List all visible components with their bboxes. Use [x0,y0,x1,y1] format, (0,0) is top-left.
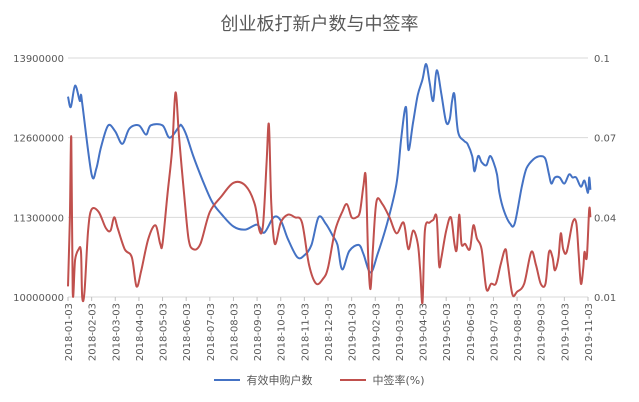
x-tick-label: 2018-03-03 [111,303,122,361]
legend-label-accounts: 有效申购户数 [246,374,313,387]
x-tick-label: 2019-08-03 [513,303,524,361]
chart-title: 创业板打新户数与中签率 [220,14,419,35]
x-tick-label: 2019-11-03 [584,303,595,361]
x-tick-label: 2018-05-03 [159,303,170,361]
series-line-accounts [67,63,592,274]
x-tick-label: 2018-11-03 [300,303,311,361]
series-line-rate [67,91,592,305]
x-tick-label: 2019-07-03 [489,303,500,361]
x-tick-label: 2018-09-03 [253,303,264,361]
y-left-tick-label: 11300000 [13,213,64,224]
x-tick-label: 2018-08-03 [229,303,240,361]
x-tick-label: 2019-04-03 [419,303,430,361]
x-tick-label: 2019-05-03 [442,303,453,361]
legend-label-rate: 中签率(%) [372,374,425,387]
y-right-tick-label: 0.1 [594,54,610,65]
x-tick-label: 2019-03-03 [395,303,406,361]
x-tick-label: 2018-10-03 [277,303,288,361]
y-right-tick-label: 0.04 [594,213,616,224]
legend-item-accounts: 有效申购户数 [214,372,312,388]
x-tick-label: 2018-12-03 [324,303,335,361]
x-tick-label: 2019-01-03 [348,303,359,361]
x-tick-label: 2018-07-03 [206,303,217,361]
legend-swatch-accounts [214,379,241,381]
x-tick-label: 2018-02-03 [88,303,99,361]
y-right-tick-label: 0.07 [594,134,616,145]
x-tick-label: 2018-04-03 [135,303,146,361]
legend: 有效申购户数 中签率(%) [0,372,639,388]
y-left-tick-label: 10000000 [13,293,64,304]
legend-swatch-rate [340,379,367,381]
x-tick-label: 2018-01-03 [64,303,75,361]
x-tick-label: 2018-06-03 [182,303,193,361]
x-tick-label: 2019-06-03 [466,303,477,361]
x-tick-label: 2019-09-03 [537,303,548,361]
x-tick-label: 2019-02-03 [371,303,382,361]
y-right-tick-label: 0.01 [594,293,616,304]
y-left-tick-label: 13900000 [13,54,64,65]
legend-item-rate: 中签率(%) [340,372,425,388]
x-tick-label: 2019-10-03 [560,303,571,361]
y-left-tick-label: 12600000 [13,134,64,145]
